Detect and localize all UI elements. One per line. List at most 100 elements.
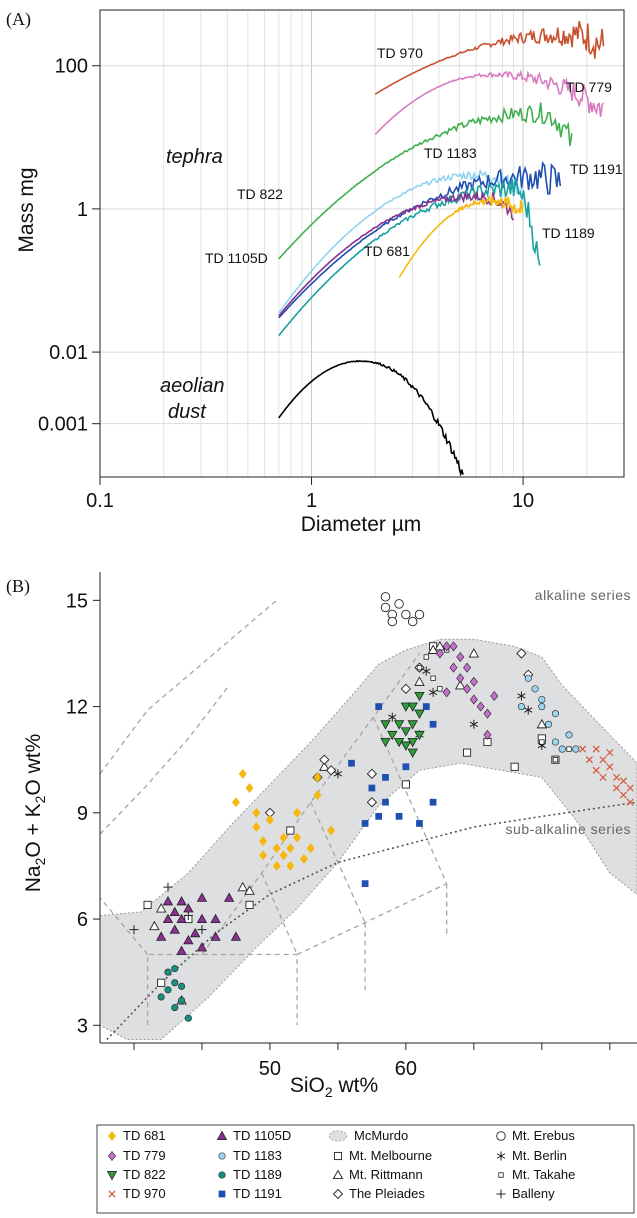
panel-a-series (278, 20, 605, 477)
point-td-1191 (402, 763, 410, 771)
legend-label: TD 1189 (233, 1167, 282, 1182)
point-mt-rittmann (427, 644, 439, 654)
series-line-td-1191 (278, 160, 562, 319)
legend-marker-mt-melbourne (333, 1151, 343, 1161)
point-td-970 (585, 756, 593, 764)
point-td-970 (626, 784, 634, 792)
legend-label: Mt. Melbourne (349, 1148, 432, 1163)
point-td-779 (469, 676, 478, 687)
point-mt-melbourne (401, 780, 410, 789)
panel-a-xlabel: Diameter µm (301, 513, 422, 536)
point-mt-takahe (437, 686, 443, 692)
point-td-681 (272, 843, 281, 854)
point-td-822 (387, 730, 398, 741)
tas-field-boundary (261, 872, 298, 955)
curve-label-td1191: TD 1191 (570, 161, 623, 177)
point-mt-takahe (423, 654, 429, 660)
y-tick-label: 3 (77, 1015, 88, 1037)
point-td-681 (259, 850, 268, 861)
panel-b-label: (B) (6, 576, 30, 597)
point-td-1105d (162, 913, 174, 924)
y-tick-label: 9 (77, 803, 88, 825)
legend-label: TD 970 (123, 1186, 166, 1201)
point-mt-berlin (388, 712, 397, 722)
point-mt-berlin (422, 666, 431, 676)
curve-label-td1183: TD 1183 (424, 145, 477, 161)
tas-field-boundary (296, 883, 447, 956)
legend-label: The Pleiades (349, 1186, 425, 1201)
point-td-681 (231, 797, 240, 808)
curve-label-td1189: TD 1189 (542, 225, 595, 241)
point-td-822 (380, 720, 391, 730)
y-tick-label: 0.001 (38, 414, 88, 436)
tas-field-boundary (99, 897, 149, 955)
point-td-1105d (210, 931, 221, 941)
legend-label: Mt. Takahe (512, 1167, 575, 1182)
point-mt-rittmann (536, 718, 548, 729)
legend-marker-td-1183 (218, 1152, 226, 1160)
point-balleny (197, 925, 207, 935)
point-td-970 (613, 773, 621, 781)
tas-field-boundary (146, 953, 298, 1026)
legend-label: Mt. Rittmann (349, 1167, 423, 1182)
curve-label-td970: TD 970 (377, 45, 423, 61)
point-td-779 (449, 641, 458, 652)
legend-label: TD 779 (123, 1148, 166, 1163)
point-mt-erebus (394, 599, 404, 609)
tas-field-boundary (99, 599, 278, 775)
point-td-681 (252, 821, 261, 832)
point-mt-erebus (380, 592, 391, 602)
x-tick-label: 50 (259, 1058, 281, 1080)
point-td-1191 (416, 820, 423, 827)
point-td-1191 (361, 820, 369, 827)
point-td-1191 (348, 759, 355, 767)
point-mt-berlin (469, 719, 479, 729)
point-td-822 (414, 730, 425, 741)
point-td-779 (463, 683, 472, 694)
point-td-1105d (162, 896, 174, 906)
legend-box (96, 1124, 635, 1214)
point-td-681 (252, 807, 261, 818)
legend-label: TD 681 (123, 1128, 166, 1143)
point-td-681 (265, 814, 274, 825)
legend-marker-td-1191 (218, 1190, 226, 1198)
point-td-970 (592, 745, 600, 753)
point-td-681 (306, 843, 315, 854)
point-mt-rittmann (414, 676, 425, 686)
y-tick-label: 6 (77, 909, 88, 931)
point-td-970 (606, 763, 614, 771)
curve-label-td779: TD 779 (566, 79, 612, 95)
point-td-1105d (176, 913, 187, 924)
point-mt-melbourne (143, 900, 152, 909)
panel-b-points (129, 592, 634, 1022)
point-td-970 (626, 798, 634, 806)
point-td-1183 (565, 731, 573, 739)
point-td-1183 (531, 685, 539, 693)
point-td-1105d (169, 906, 180, 916)
point-td-970 (619, 791, 627, 799)
point-td-681 (279, 850, 288, 861)
point-td-1105d (223, 892, 235, 902)
legend-label: TD 1191 (233, 1186, 282, 1201)
panel-b-ylabel: Na2O + K2O wt% (22, 734, 48, 893)
point-mt-takahe (539, 739, 545, 745)
point-mt-berlin (428, 687, 438, 697)
tas-field-boundary (310, 801, 366, 923)
point-balleny (183, 911, 193, 921)
panel-a-grid (99, 10, 625, 477)
point-td-1191 (375, 703, 383, 710)
point-mt-berlin (517, 691, 526, 701)
point-td-822 (400, 702, 412, 712)
point-mt-takahe (552, 757, 559, 763)
tas-field-boundary (99, 684, 230, 835)
point-td-1105d (176, 896, 187, 906)
panel-a-ticks: 0.1 1 10 0.001 0.01 1 100 (38, 56, 534, 512)
legend-label: Mt. Erebus (512, 1128, 575, 1143)
curve-label-td822: TD 822 (237, 186, 283, 202)
legend: TD 681 TD 1105D McMurdo Mt. Erebus TD 779 TD … (106, 1128, 575, 1201)
point-td-1191 (382, 774, 389, 781)
x-tick-label: 0.1 (86, 490, 114, 512)
point-td-1105d (196, 892, 208, 902)
point-mt-takahe (566, 746, 572, 752)
series-line-aeolian-dust (278, 359, 464, 477)
